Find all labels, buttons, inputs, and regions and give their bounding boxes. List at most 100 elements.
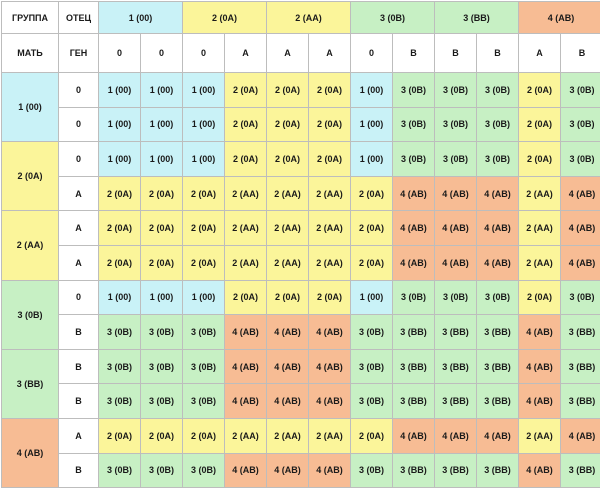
child-group-cell: 3 (0B) (560, 279, 600, 316)
child-group-cell: 1 (00) (350, 72, 394, 108)
child-group-cell: 3 (0B) (434, 141, 478, 177)
child-group-cell: 1 (00) (182, 106, 226, 143)
child-group-cell: 2 (AA) (308, 244, 352, 281)
child-group-cell: 3 (0B) (434, 279, 478, 316)
child-group-cell: 2 (0A) (98, 417, 141, 454)
mother-group-header: 4 (AB) (1, 417, 59, 489)
child-group-cell: 4 (AB) (224, 452, 268, 489)
child-group-cell: 2 (0A) (518, 106, 562, 143)
child-group-cell: 2 (0A) (518, 72, 562, 108)
father-group-row: ГРУППА ОТЕЦ 1 (00) 2 (0A) 2 (AA) 3 (0B) … (1, 1, 600, 34)
child-group-cell: 3 (BB) (560, 314, 600, 350)
child-group-cell: 2 (0A) (139, 210, 184, 246)
child-group-cell: 3 (BB) (392, 314, 436, 350)
father-gene: B (392, 33, 436, 73)
child-group-cell: 3 (0B) (434, 106, 478, 143)
child-group-cell: 2 (AA) (308, 175, 352, 212)
child-group-cell: 4 (AB) (476, 244, 520, 281)
child-group-cell: 3 (BB) (434, 383, 478, 419)
child-group-cell: 2 (AA) (308, 210, 352, 246)
mother-gene: 0 (58, 72, 99, 108)
child-group-cell: 2 (0A) (139, 417, 184, 454)
child-group-cell: 3 (0B) (476, 279, 520, 316)
mother-group-header: 2 (0A) (1, 141, 59, 212)
child-group-cell: 4 (AB) (308, 348, 352, 385)
child-group-cell: 1 (00) (139, 141, 184, 177)
child-group-cell: 2 (0A) (224, 72, 268, 108)
child-group-cell: 4 (AB) (560, 210, 600, 246)
child-group-cell: 3 (0B) (392, 72, 436, 108)
child-group-cell: 4 (AB) (224, 383, 268, 419)
child-group-cell: 3 (BB) (560, 452, 600, 489)
father-group-header: 3 (0B) (350, 1, 436, 34)
table-row: 3 (0B) 0 1 (00) 1 (00) 1 (00) 2 (0A) 2 (0A) 2 (… (1, 279, 600, 350)
mother-group-header: 3 (BB) (1, 348, 59, 419)
child-group-cell: 3 (0B) (560, 72, 600, 108)
child-group-cell: 2 (AA) (266, 175, 310, 212)
child-group-cell: 4 (AB) (308, 452, 352, 489)
child-group-cell: 2 (0A) (266, 106, 310, 143)
mother-gene: A (58, 175, 99, 212)
father-label: ОТЕЦ (58, 1, 99, 34)
table-row: 4 (AB) A 2 (0A) 2 (0A) 2 (0A) 2 (AA) 2 (AA) 2 (… (1, 417, 600, 489)
child-group-cell: 1 (00) (350, 279, 394, 316)
child-group-cell: 2 (0A) (518, 279, 562, 316)
child-group-cell: 3 (0B) (98, 348, 141, 385)
child-group-cell: 2 (AA) (518, 175, 562, 212)
child-group-cell: 4 (AB) (434, 210, 478, 246)
child-group-cell: 3 (BB) (560, 383, 600, 419)
child-group-cell: 2 (AA) (518, 244, 562, 281)
child-group-cell: 2 (0A) (350, 417, 394, 454)
child-group-cell: 3 (0B) (434, 72, 478, 108)
child-group-cell: 4 (AB) (560, 417, 600, 454)
table-row: 2 (0A) 0 1 (00) 1 (00) 1 (00) 2 (0A) 2 (0A) 2 (… (1, 141, 600, 212)
child-group-cell: 1 (00) (350, 106, 394, 143)
child-group-cell: 2 (AA) (266, 210, 310, 246)
child-group-cell: 3 (0B) (560, 141, 600, 177)
child-group-cell: 3 (BB) (434, 348, 478, 385)
child-group-cell: 2 (AA) (224, 417, 268, 454)
child-group-cell: 4 (AB) (392, 244, 436, 281)
father-gene: 0 (182, 33, 226, 73)
child-group-cell: 2 (0A) (308, 106, 352, 143)
group-label: ГРУППА (1, 1, 59, 34)
father-gene: 0 (350, 33, 394, 73)
child-group-cell: 2 (0A) (182, 244, 226, 281)
child-group-cell: 2 (0A) (350, 244, 394, 281)
father-group-header: 1 (00) (97, 1, 184, 34)
child-group-cell: 1 (00) (98, 141, 141, 177)
mother-gene: A (58, 210, 99, 246)
child-group-cell: 2 (0A) (182, 417, 226, 454)
mother-gene: A (58, 417, 99, 454)
table-row: 1 (00) 0 1 (00) 1 (00) 1 (00) 2 (0A) 2 (0A) 2 (… (1, 71, 600, 143)
child-group-cell: 3 (0B) (182, 383, 226, 419)
child-group-cell: 3 (0B) (98, 314, 141, 350)
child-group-cell: 4 (AB) (308, 383, 352, 419)
gene-label: ГЕН (58, 33, 99, 73)
mother-gene: B (58, 452, 99, 489)
child-group-cell: 4 (AB) (266, 348, 310, 385)
mother-group-header: 2 (AA) (1, 210, 59, 281)
child-group-cell: 3 (0B) (350, 452, 394, 489)
child-group-cell: 1 (00) (98, 279, 141, 316)
child-group-cell: 1 (00) (98, 72, 141, 108)
child-group-cell: 4 (AB) (518, 314, 562, 350)
father-gene: A (224, 33, 268, 73)
father-group-header: 2 (0A) (182, 1, 268, 34)
child-group-cell: 3 (BB) (392, 383, 436, 419)
child-group-cell: 2 (0A) (308, 72, 352, 108)
child-group-cell: 3 (0B) (560, 106, 600, 143)
child-group-cell: 3 (0B) (182, 452, 226, 489)
child-group-cell: 1 (00) (182, 279, 226, 316)
child-group-cell: 4 (AB) (392, 175, 436, 212)
child-group-cell: 2 (0A) (98, 210, 141, 246)
child-group-cell: 3 (0B) (392, 141, 436, 177)
child-group-cell: 3 (0B) (392, 279, 436, 316)
child-group-cell: 4 (AB) (476, 417, 520, 454)
child-group-cell: 2 (0A) (224, 279, 268, 316)
child-group-cell: 2 (0A) (139, 175, 184, 212)
child-group-cell: 2 (0A) (308, 141, 352, 177)
